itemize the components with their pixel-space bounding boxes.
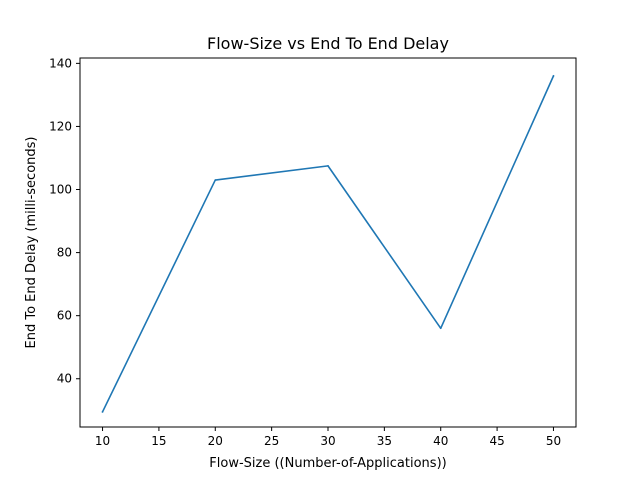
y-tick-label: 40 [57, 372, 72, 386]
x-tick-label: 10 [95, 434, 110, 448]
series-layer [101, 74, 555, 413]
x-tick-label: 15 [151, 434, 166, 448]
y-tick-label: 60 [57, 309, 72, 323]
data-point [552, 75, 555, 77]
y-tick-label: 140 [49, 56, 72, 70]
y-tick-label: 80 [57, 246, 72, 260]
x-tick-label: 25 [264, 434, 279, 448]
data-point [214, 179, 217, 181]
y-tick-label: 120 [49, 119, 72, 133]
x-tick-label: 35 [377, 434, 392, 448]
y-tick-label: 100 [49, 183, 72, 197]
y-axis-ticks: 40 60 80 100 120 140 [49, 56, 80, 386]
chart-title: Flow-Size vs End To End Delay [207, 34, 449, 53]
x-tick-label: 20 [208, 434, 223, 448]
x-axis-label: Flow-Size ((Number-of-Applications)) [209, 456, 446, 471]
x-tick-label: 45 [489, 434, 504, 448]
data-point [101, 411, 104, 413]
x-tick-label: 50 [546, 434, 561, 448]
plot-area: Flow-Size vs End To End Delay 10 15 20 25 30… [24, 34, 577, 471]
data-point [327, 165, 329, 167]
x-tick-label: 40 [433, 434, 448, 448]
x-axis-ticks: 10 15 20 25 30 35 40 45 50 [95, 427, 561, 448]
x-tick-label: 30 [320, 434, 335, 448]
data-point [439, 327, 442, 330]
y-axis-label: End To End Delay (milli-seconds) [24, 137, 39, 349]
